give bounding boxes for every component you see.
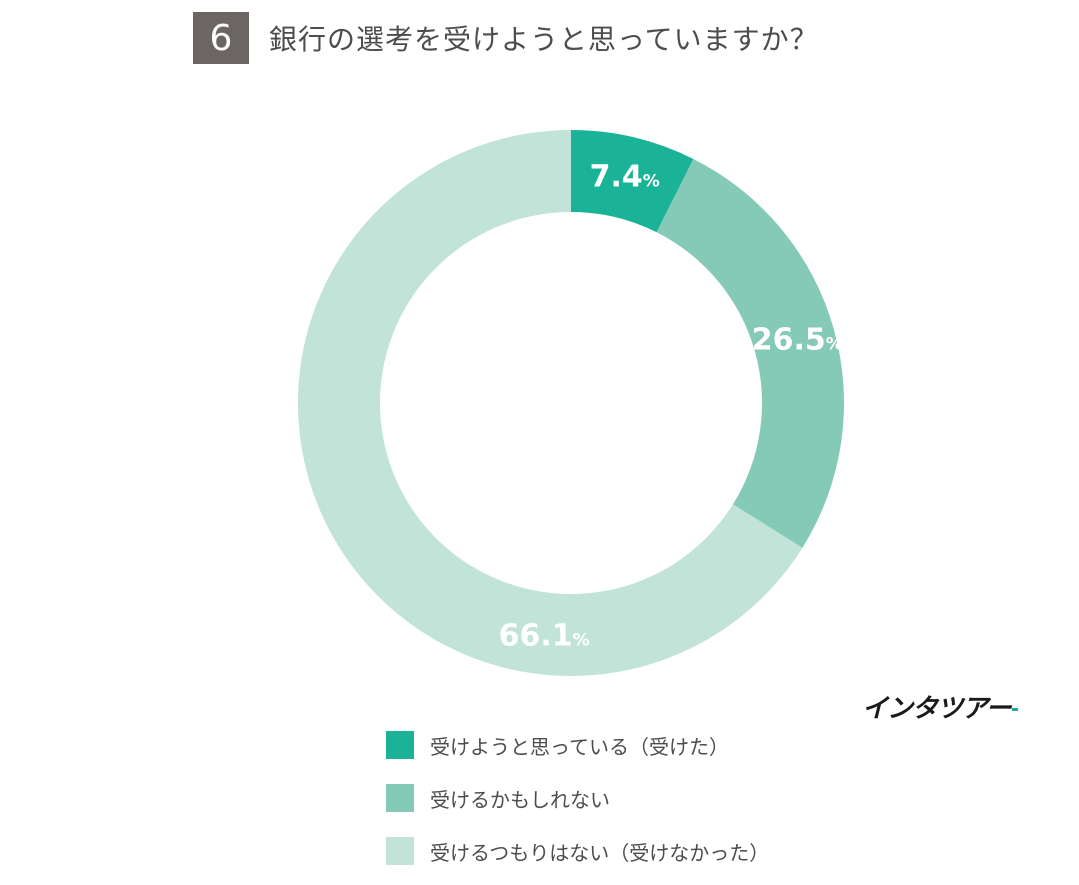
- question-title: 銀行の選考を受けようと思っていますか？: [269, 23, 819, 56]
- donut-slices: [298, 130, 845, 676]
- legend-item: 受けるかもしれない: [386, 779, 769, 817]
- slice-value-label: 66.1%: [499, 618, 590, 653]
- question-header: 6 銀行の選考を受けようと思っていますか？: [193, 12, 819, 64]
- donut-slice: [571, 130, 694, 233]
- donut-slice: [656, 158, 845, 548]
- chart-legend: 受けようと思っている（受けた） 受けるかもしれない 受けるつもりはない（受けなか…: [386, 726, 769, 885]
- donut-slice: [298, 130, 803, 676]
- legend-label: 受けるかもしれない: [430, 787, 610, 812]
- slice-value-label: 26.5%: [752, 323, 843, 358]
- brand-accent-bar: [1012, 708, 1019, 711]
- brand-logo: インタツアー: [862, 688, 1019, 725]
- legend-label: 受けようと思っている（受けた）: [430, 734, 729, 759]
- legend-swatch: [386, 784, 414, 812]
- slice-value-label: 7.4%: [590, 159, 660, 194]
- legend-item: 受けようと思っている（受けた）: [386, 726, 769, 764]
- legend-item: 受けるつもりはない（受けなかった）: [386, 832, 769, 870]
- legend-swatch: [386, 731, 414, 759]
- donut-chart: 7.4% 26.5% 66.1%: [298, 130, 845, 676]
- donut-labels: 7.4% 26.5% 66.1%: [499, 159, 843, 653]
- brand-name: インタツアー: [862, 694, 1011, 724]
- legend-swatch: [386, 837, 414, 865]
- question-number-badge: 6: [193, 12, 249, 64]
- legend-label: 受けるつもりはない（受けなかった）: [430, 840, 770, 865]
